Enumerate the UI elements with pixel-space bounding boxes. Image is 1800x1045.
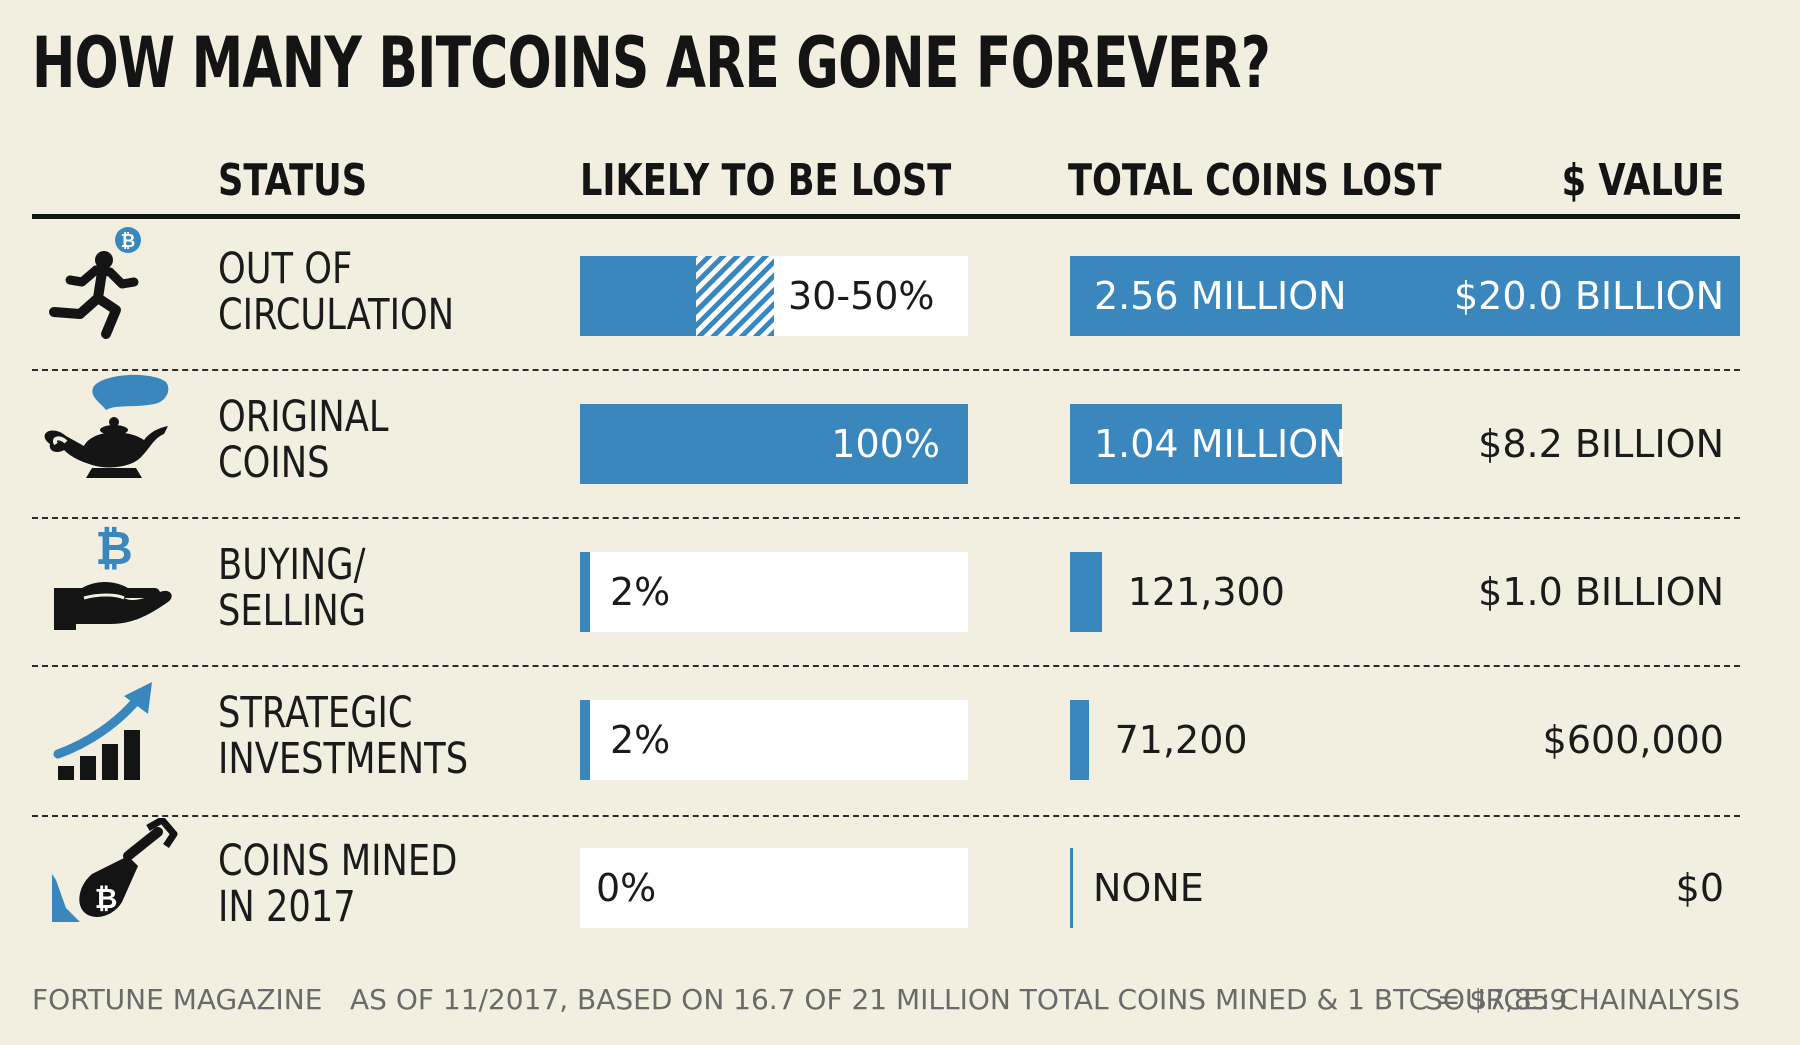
- table-row: ₿ COINS MINED IN 2017 0% NONE $0: [0, 808, 1800, 956]
- header-dollar-value: $ VALUE: [1561, 155, 1724, 206]
- footer-note: AS OF 11/2017, BASED ON 16.7 OF 21 MILLI…: [350, 983, 1568, 1016]
- row-divider: [32, 369, 1740, 371]
- status-label: STRATEGIC INVESTMENTS: [218, 688, 469, 784]
- likely-lost-bar: [580, 700, 590, 780]
- coins-lost-bar: [1070, 256, 1740, 336]
- status-label: BUYING/ SELLING: [218, 540, 367, 636]
- hand-bitcoin-icon: ₿: [36, 521, 196, 642]
- likely-lost-label: 30-50%: [788, 274, 935, 318]
- header-rule: [32, 214, 1740, 219]
- table-row: ₿ BUYING/ SELLING 2% 121,300 $1.0 BILLION: [0, 512, 1800, 660]
- svg-text:₿: ₿: [95, 522, 133, 575]
- row-divider: [32, 517, 1740, 519]
- genie-lamp-icon: [36, 374, 196, 494]
- table-row: STRATEGIC INVESTMENTS 2% 71,200 $600,000: [0, 660, 1800, 808]
- growth-chart-icon: [36, 670, 196, 790]
- likely-lost-label: 100%: [831, 422, 940, 466]
- likely-lost-range-hatch: [696, 256, 774, 336]
- coins-lost-bar: [1070, 848, 1073, 928]
- likely-lost-bar-track: 100%: [580, 404, 968, 484]
- likely-lost-bar: [580, 256, 697, 336]
- coins-lost-label: 2.56 MILLION: [1094, 274, 1347, 318]
- likely-lost-bar-track: 2%: [580, 700, 968, 780]
- row-divider: [32, 665, 1740, 667]
- likely-lost-bar: [580, 404, 968, 484]
- likely-lost-label: 2%: [610, 718, 671, 762]
- dollar-value-label: $600,000: [1542, 718, 1724, 762]
- coins-lost-label: NONE: [1093, 866, 1204, 910]
- dollar-value-label: $20.0 BILLION: [1453, 274, 1724, 318]
- likely-lost-bar: [580, 552, 590, 632]
- status-label: ORIGINAL COINS: [218, 392, 389, 488]
- likely-lost-bar-track: 2%: [580, 552, 968, 632]
- dollar-value-label: $8.2 BILLION: [1478, 422, 1724, 466]
- dollar-value-label: $1.0 BILLION: [1478, 570, 1724, 614]
- coins-lost-bar: [1070, 404, 1343, 484]
- coins-lost-label: 121,300: [1127, 570, 1285, 614]
- header-likely-to-be-lost: LIKELY TO BE LOST: [580, 155, 952, 206]
- svg-text:₿: ₿: [121, 231, 136, 252]
- likely-lost-bar-track: 0%: [580, 848, 968, 928]
- svg-text:₿: ₿: [95, 882, 118, 915]
- header-total-coins-lost: TOTAL COINS LOST: [1068, 155, 1442, 206]
- likely-lost-label: 2%: [610, 570, 671, 614]
- header-status: STATUS: [218, 155, 368, 206]
- running-man-bitcoin-icon: ₿: [36, 226, 196, 346]
- coins-lost-bar: [1070, 700, 1089, 780]
- footer-source: SOURCE: CHAINALYSIS: [1425, 983, 1740, 1016]
- coins-lost-bar: [1070, 552, 1102, 632]
- table-row: ORIGINAL COINS 100% 1.04 MILLION $8.2 BILLI…: [0, 364, 1800, 512]
- dollar-value-label: $0: [1675, 866, 1724, 910]
- status-label: OUT OF CIRCULATION: [218, 244, 455, 340]
- coins-lost-label: 1.04 MILLION: [1094, 422, 1347, 466]
- chart-title: HOW MANY BITCOINS ARE GONE FOREVER?: [32, 22, 1271, 104]
- coins-lost-label: 71,200: [1114, 718, 1248, 762]
- likely-lost-bar-track: 30-50%: [580, 256, 968, 336]
- shovel-bitcoin-icon: ₿: [36, 816, 196, 938]
- row-divider: [32, 815, 1740, 817]
- footer-publisher: FORTUNE MAGAZINE: [32, 983, 323, 1016]
- status-label: COINS MINED IN 2017: [218, 836, 458, 932]
- table-row: ₿ OUT OF CIRCULATION 30-50% 2.56 MILLION $2…: [0, 216, 1800, 364]
- likely-lost-label: 0%: [596, 866, 657, 910]
